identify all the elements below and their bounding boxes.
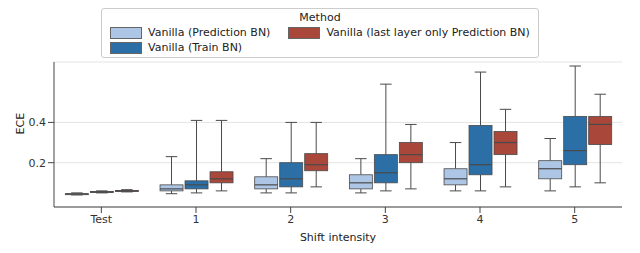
- svg-text:2: 2: [287, 213, 294, 226]
- svg-text:0.2: 0.2: [29, 157, 47, 170]
- svg-text:0.4: 0.4: [29, 116, 47, 129]
- svg-text:1: 1: [193, 213, 200, 226]
- svg-text:Test: Test: [89, 213, 112, 226]
- svg-text:3: 3: [382, 213, 389, 226]
- svg-text:ECE: ECE: [14, 113, 27, 135]
- svg-text:4: 4: [477, 213, 484, 226]
- svg-text:Shift intensity: Shift intensity: [300, 231, 377, 244]
- html-text:Vanilla (Train BN): Vanilla (Train BN): [148, 41, 243, 54]
- svg-text:5: 5: [571, 213, 578, 226]
- html-text:Method: Method: [299, 11, 341, 24]
- html-text:Vanilla (Prediction BN): Vanilla (Prediction BN): [148, 26, 271, 39]
- html-text:Vanilla (last layer only Predi: Vanilla (last layer only Prediction BN): [326, 26, 530, 39]
